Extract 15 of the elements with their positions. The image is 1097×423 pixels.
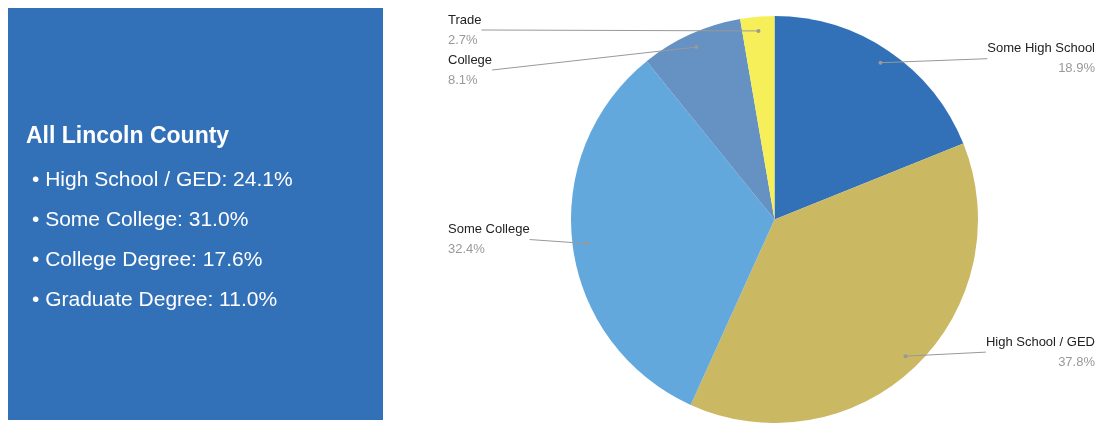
text: • College Degree: 17.6%	[32, 246, 264, 272]
data-label: 8.1%	[448, 71, 479, 87]
slice-label: Trade	[448, 11, 482, 27]
text: • Graduate Degree: 11.0%	[32, 286, 279, 312]
data-label: 18.9%	[1058, 60, 1096, 76]
text: • Some College: 31.0%	[32, 206, 250, 232]
slice-label: Some College	[448, 221, 530, 237]
data-label: 2.7%	[448, 31, 479, 47]
slice-label: Some High School	[987, 40, 1096, 56]
text: All Lincoln County	[26, 122, 231, 149]
text: • High School / GED: 24.1%	[32, 166, 294, 192]
data-label: 32.4%	[448, 241, 486, 257]
data-label: 37.8%	[1058, 353, 1096, 369]
slice-label: High School / GED	[985, 333, 1095, 349]
slice-label: College	[448, 51, 493, 67]
